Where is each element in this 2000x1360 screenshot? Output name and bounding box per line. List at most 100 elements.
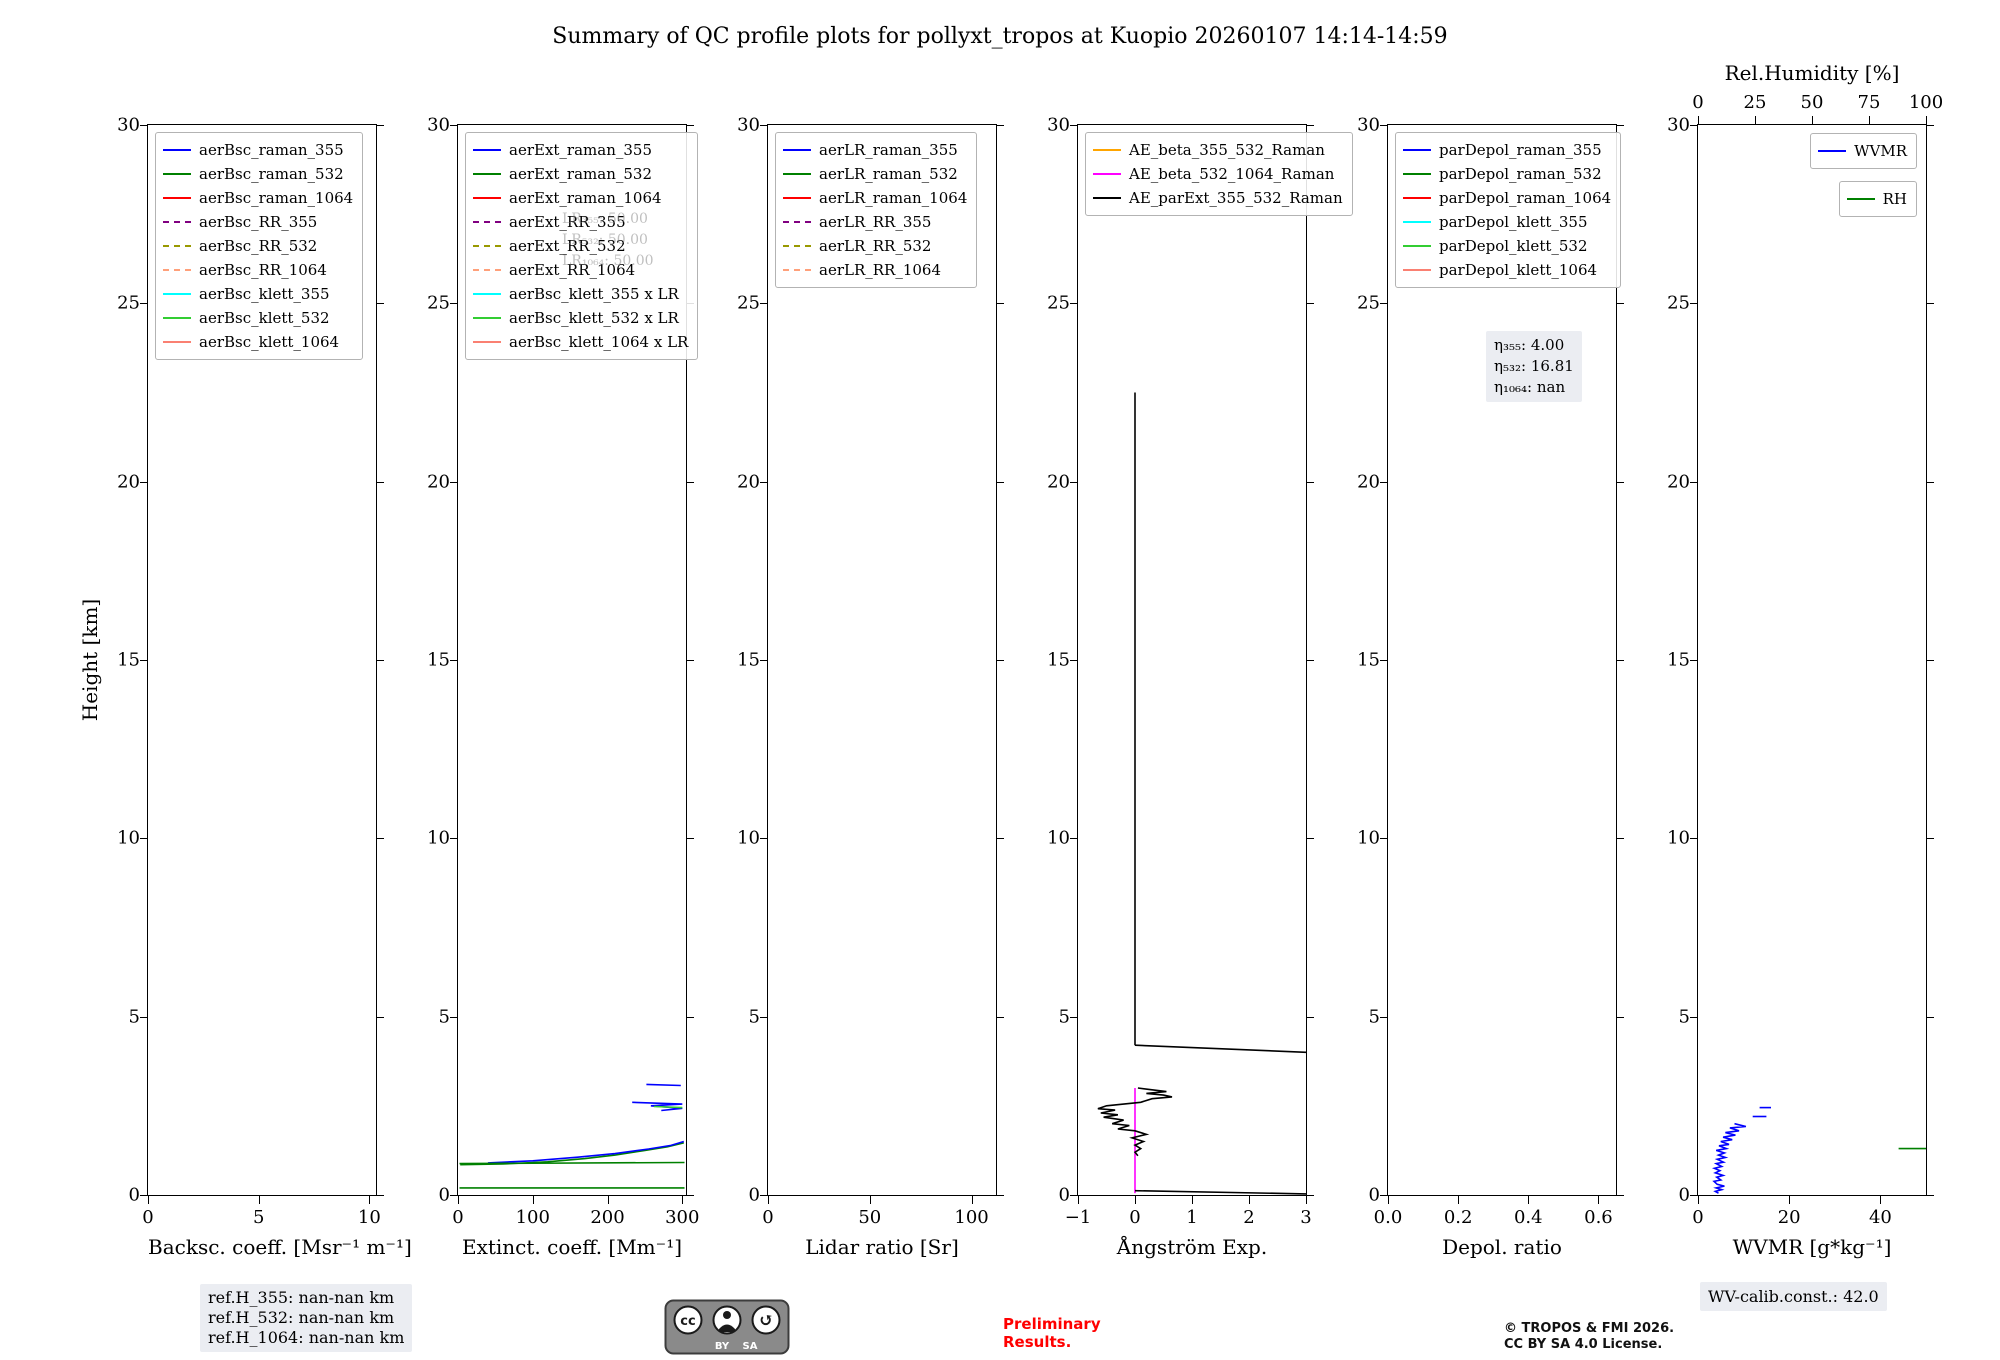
y-tick-label: 30 bbox=[427, 114, 450, 136]
legend-item: aerLR_raman_355 bbox=[783, 138, 967, 162]
y-tick-label: 25 bbox=[737, 292, 760, 314]
legend-line-sample bbox=[783, 269, 811, 271]
annotation-line: η₃₅₅: 4.00 bbox=[1494, 336, 1565, 354]
x-axis-label: WVMR [g*kg⁻¹] bbox=[1732, 1235, 1892, 1259]
x-tick bbox=[258, 1196, 260, 1204]
legend-line-sample bbox=[473, 149, 501, 151]
y-tick bbox=[1690, 303, 1697, 305]
x-tick bbox=[1598, 1196, 1600, 1204]
legend-item: parDepol_klett_355 bbox=[1403, 210, 1611, 234]
y-tick bbox=[1690, 1016, 1697, 1018]
legend-line-sample bbox=[783, 173, 811, 175]
legend-line-sample bbox=[163, 245, 191, 247]
y-tick bbox=[1617, 1016, 1624, 1018]
legend-line-sample bbox=[163, 197, 191, 199]
legend-label: aerLR_raman_355 bbox=[819, 141, 958, 159]
legend-item: aerLR_raman_532 bbox=[783, 162, 967, 186]
y-tick bbox=[450, 660, 457, 661]
y-tick bbox=[687, 660, 694, 661]
y-tick bbox=[1307, 481, 1314, 483]
top-tick bbox=[1755, 116, 1756, 124]
x-tick-label: 0 bbox=[1692, 1207, 1704, 1228]
text-line: Results. bbox=[1003, 1333, 1072, 1351]
legend-line-sample bbox=[163, 269, 191, 271]
x-tick bbox=[768, 1196, 769, 1204]
legend-label: aerBsc_klett_1064 bbox=[199, 333, 340, 351]
y-tick bbox=[1617, 838, 1624, 840]
legend-item: aerBsc_klett_532 x LR bbox=[473, 306, 688, 330]
legend-label: aerBsc_klett_532 bbox=[199, 309, 330, 327]
x-tick-label: 300 bbox=[665, 1207, 700, 1228]
panel-extinction: 0 5 10 15 20 25 30 0 100 200 300 Extinct. coeff. [M… bbox=[427, 115, 699, 1260]
legend: RH bbox=[1838, 181, 1917, 217]
x-tick bbox=[1388, 1196, 1389, 1204]
y-tick bbox=[1927, 481, 1934, 483]
panel-backscatter: 0 5 10 15 20 25 30 0 5 10 Backsc. coeff. [Msr⁻¹ m⁻… bbox=[117, 115, 412, 1260]
y-tick bbox=[1307, 660, 1314, 661]
y-tick bbox=[1070, 660, 1077, 661]
y-tick bbox=[1380, 303, 1387, 305]
legend-item: aerBsc_klett_1064 bbox=[163, 330, 353, 354]
legend-line-sample bbox=[473, 341, 501, 343]
x-tick bbox=[1135, 1196, 1136, 1204]
y-tick bbox=[140, 125, 147, 126]
legend-label: aerBsc_klett_355 x LR bbox=[509, 285, 679, 303]
y-tick bbox=[1307, 838, 1314, 840]
y-tick bbox=[760, 838, 767, 840]
legend-label: aerBsc_raman_355 bbox=[199, 141, 344, 159]
series-aerExt_raman_355 bbox=[487, 1140, 685, 1164]
legend-item: aerBsc_RR_355 bbox=[163, 210, 353, 234]
x-tick bbox=[1458, 1196, 1460, 1204]
y-tick bbox=[1927, 660, 1934, 661]
panel-wvmr: 0 5 10 15 20 25 30 0 20 40 0 25 50 75 100 Rel.Humidity … bbox=[1667, 61, 1943, 1259]
y-tick-label: 25 bbox=[117, 292, 140, 314]
series-aerBsc_klett_532_x_LR bbox=[459, 1161, 685, 1165]
y-tick bbox=[760, 660, 767, 661]
y-tick bbox=[140, 1016, 147, 1018]
legend-label: RH bbox=[1882, 190, 1907, 208]
legend-item: aerExt_RR_1064 bbox=[473, 258, 688, 282]
legend-label: aerBsc_klett_1064 x LR bbox=[509, 333, 689, 351]
y-tick-label: 10 bbox=[427, 827, 450, 849]
series-AE_parExt_355_532_Raman_top bbox=[1134, 1044, 1306, 1054]
series-aerExt_raman_355_seg_2-5km bbox=[632, 1101, 683, 1112]
y-tick bbox=[140, 838, 147, 840]
series-AE_parExt_355_532_Raman_bottom bbox=[1134, 1189, 1306, 1195]
x-tick bbox=[682, 1196, 684, 1204]
x-tick-label: 0.0 bbox=[1373, 1207, 1403, 1228]
cc-sa-label: SA bbox=[743, 1341, 758, 1352]
y-tick bbox=[450, 1195, 457, 1196]
x-axis-label: Depol. ratio bbox=[1442, 1235, 1562, 1259]
x-tick-label: 0.6 bbox=[1584, 1207, 1613, 1228]
y-tick bbox=[140, 303, 147, 305]
panel-lidar-ratio: 0 5 10 15 20 25 30 0 50 100 Lidar ratio [Sr] aerLR_… bbox=[737, 115, 1004, 1259]
legend-label: parDepol_klett_532 bbox=[1439, 237, 1588, 255]
legend-item: aerBsc_RR_532 bbox=[163, 234, 353, 258]
y-tick-label: 10 bbox=[737, 827, 760, 849]
legend-item: aerBsc_raman_532 bbox=[163, 162, 353, 186]
y-tick-label: 20 bbox=[1357, 471, 1380, 493]
legend-item: aerBsc_raman_355 bbox=[163, 138, 353, 162]
x-tick-label: 2 bbox=[1243, 1207, 1255, 1228]
data-curves bbox=[1711, 1106, 1926, 1194]
y-tick-label: 25 bbox=[1667, 292, 1690, 314]
cc-by-label: BY bbox=[715, 1341, 730, 1352]
y-tick bbox=[1380, 481, 1387, 483]
y-tick-label: 5 bbox=[1368, 1006, 1380, 1028]
legend-line-sample bbox=[163, 149, 191, 151]
legend-item: aerBsc_klett_1064 x LR bbox=[473, 330, 688, 354]
y-tick-label: 0 bbox=[748, 1184, 760, 1206]
y-tick bbox=[140, 1195, 147, 1196]
legend-item: AE_beta_355_532_Raman bbox=[1093, 138, 1343, 162]
legend-line-sample bbox=[783, 197, 811, 199]
x-tick bbox=[1078, 1196, 1079, 1204]
x-axis-label: Extinct. coeff. [Mm⁻¹] bbox=[461, 1235, 683, 1259]
legend-label: aerLR_raman_1064 bbox=[819, 189, 968, 207]
y-tick bbox=[1690, 1195, 1697, 1196]
y-tick bbox=[1617, 125, 1624, 126]
x-tick-label: 20 bbox=[1777, 1207, 1801, 1228]
y-tick bbox=[687, 1016, 694, 1018]
x-tick-label: 50 bbox=[858, 1207, 882, 1228]
x-tick-label: 0 bbox=[142, 1207, 154, 1228]
